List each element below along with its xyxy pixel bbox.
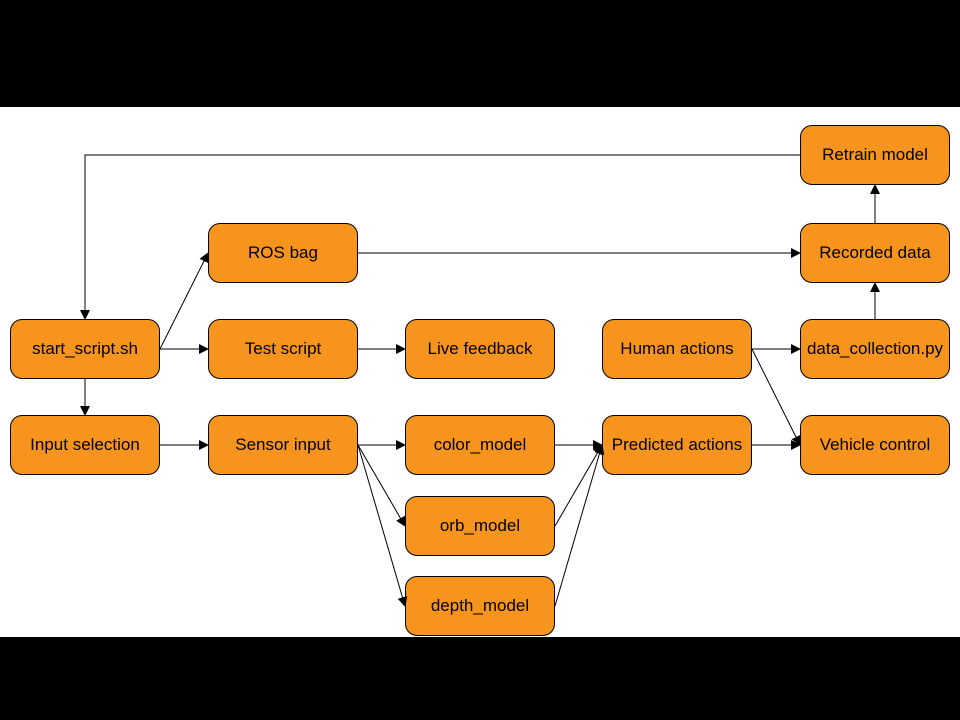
edge-human_actions-to-vehicle_control	[752, 349, 800, 445]
edge-start_script-to-ros_bag	[160, 253, 208, 349]
node-predicted: Predicted actions	[602, 415, 752, 475]
node-label: Test script	[245, 339, 322, 359]
node-retrain: Retrain model	[800, 125, 950, 185]
node-label: depth_model	[431, 596, 529, 616]
node-label: Retrain model	[822, 145, 928, 165]
node-data_collection: data_collection.py	[800, 319, 950, 379]
edge-depth_model-to-predicted	[555, 445, 602, 606]
node-label: Recorded data	[819, 243, 931, 263]
node-ros_bag: ROS bag	[208, 223, 358, 283]
node-label: Human actions	[620, 339, 733, 359]
node-orb_model: orb_model	[405, 496, 555, 556]
diagram-canvas: Retrain model ROS bag Recorded data start_s…	[0, 107, 960, 637]
node-input_selection: Input selection	[10, 415, 160, 475]
node-label: start_script.sh	[32, 339, 138, 359]
edge-orb_model-to-predicted	[555, 445, 602, 526]
node-label: Vehicle control	[820, 435, 931, 455]
node-label: Sensor input	[235, 435, 330, 455]
node-depth_model: depth_model	[405, 576, 555, 636]
node-human_actions: Human actions	[602, 319, 752, 379]
edge-sensor_input-to-depth_model	[358, 445, 405, 606]
node-label: ROS bag	[248, 243, 318, 263]
node-start_script: start_script.sh	[10, 319, 160, 379]
node-label: Live feedback	[428, 339, 533, 359]
node-label: Input selection	[30, 435, 140, 455]
node-live_feedback: Live feedback	[405, 319, 555, 379]
node-label: data_collection.py	[807, 339, 943, 359]
node-test_script: Test script	[208, 319, 358, 379]
node-label: orb_model	[440, 516, 520, 536]
node-vehicle_control: Vehicle control	[800, 415, 950, 475]
node-sensor_input: Sensor input	[208, 415, 358, 475]
edge-sensor_input-to-orb_model	[358, 445, 405, 526]
edge-retrain-to-start_script	[85, 155, 800, 319]
node-recorded_data: Recorded data	[800, 223, 950, 283]
node-color_model: color_model	[405, 415, 555, 475]
node-label: Predicted actions	[612, 435, 742, 455]
node-label: color_model	[434, 435, 527, 455]
